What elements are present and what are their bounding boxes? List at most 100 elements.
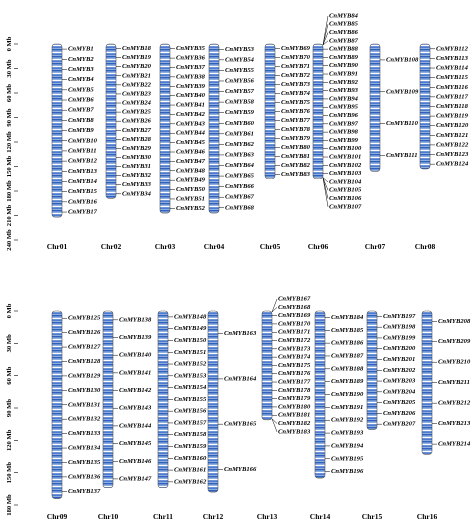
gene-label: CnMYB163 [224, 330, 257, 337]
gene-label: CnMYB143 [119, 405, 152, 412]
gene-label: CnMYB19 [122, 54, 152, 61]
gene-label: CnMYB138 [119, 316, 152, 323]
gene-label: CnMYB102 [329, 162, 362, 169]
gene-label: CnMYB150 [174, 337, 207, 344]
gene-label: CnMYB168 [278, 304, 311, 311]
gene-label: CnMYB121 [436, 132, 468, 139]
gene-label: CnMYB169 [278, 312, 311, 319]
gene-label: CnMYB67 [225, 194, 255, 201]
gene-label: CnMYB52 [176, 205, 206, 212]
gene-label: CnMYB23 [122, 90, 152, 97]
gene-label: CnMYB152 [174, 361, 207, 368]
gene-label: CnMYB66 [225, 183, 255, 190]
gene-label: CnMYB187 [331, 352, 364, 359]
chromosome [51, 310, 63, 499]
gene-label: CnMYB104 [329, 178, 362, 185]
chromosome [207, 310, 219, 493]
gene-label: CnMYB175 [278, 362, 311, 369]
gene-label: CnMYB157 [174, 419, 207, 426]
gene-label: CnMYB39 [176, 83, 206, 90]
gene-label: CnMYB202 [383, 367, 416, 374]
gene-label: CnMYB198 [383, 324, 416, 331]
chromosome-name: Chr13 [257, 512, 278, 521]
gene-label: CnMYB89 [329, 54, 359, 61]
gene-label: CnMYB141 [119, 369, 151, 376]
gene-label: CnMYB32 [122, 172, 152, 179]
gene-label: CnMYB125 [68, 315, 101, 322]
gene-label: CnMYB34 [122, 190, 152, 197]
gene-label: CnMYB180 [278, 403, 311, 410]
gene-label: CnMYB133 [68, 430, 101, 437]
gene-label: CnMYB37 [176, 64, 206, 71]
chromosome-name: Chr09 [47, 512, 68, 521]
gene-label: CnMYB81 [281, 153, 310, 160]
gene-label: CnMYB14 [68, 178, 98, 185]
gene-label: CnMYB75 [281, 99, 311, 106]
gene-label: CnMYB148 [174, 313, 207, 320]
gene-label: CnMYB134 [68, 445, 101, 452]
gene-label: CnMYB114 [436, 65, 469, 72]
gene-label: CnMYB184 [331, 314, 364, 321]
axis-tick-label: 120 Mb [6, 429, 13, 451]
gene-label: CnMYB12 [68, 158, 98, 165]
gene-label: CnMYB105 [329, 187, 362, 194]
gene-label: CnMYB118 [436, 103, 469, 110]
gene-label: CnMYB25 [122, 109, 152, 116]
axis-tick-label: 90 Mb [6, 399, 13, 417]
chromosome-name: Chr07 [365, 242, 386, 251]
axis-tick-label: 240 Mb [6, 229, 13, 251]
gene-label: CnMYB149 [174, 325, 207, 332]
gene-label: CnMYB111 [386, 152, 418, 159]
gene-label: CnMYB201 [383, 356, 415, 363]
gene-label: CnMYB62 [225, 141, 255, 148]
gene-label: CnMYB131 [68, 401, 100, 408]
axis-tick-label: 180 Mb [6, 494, 13, 516]
gene-label: CnMYB47 [176, 158, 206, 165]
gene-label: CnMYB55 [225, 67, 255, 74]
gene-label: CnMYB90 [329, 62, 359, 69]
gene-label: CnMYB4 [68, 76, 94, 83]
gene-label: CnMYB154 [174, 384, 207, 391]
gene-label: CnMYB6 [68, 97, 94, 104]
gene-label: CnMYB206 [383, 410, 416, 417]
gene-label: CnMYB171 [278, 329, 310, 336]
gene-label: CnMYB33 [122, 181, 152, 188]
gene-label: CnMYB42 [176, 111, 206, 118]
gene-label: CnMYB20 [122, 63, 152, 70]
gene-label: CnMYB46 [176, 149, 206, 156]
gene-label: CnMYB188 [331, 365, 364, 372]
gene-label: CnMYB15 [68, 188, 98, 195]
gene-label: CnMYB44 [176, 130, 206, 137]
gene-label: CnMYB155 [174, 396, 207, 403]
gene-label: CnMYB192 [331, 417, 364, 424]
gene-label: CnMYB144 [119, 422, 152, 429]
gene-label: CnMYB7 [68, 107, 94, 114]
axis-tick-label: 150 Mb [6, 462, 13, 484]
chromosome [314, 310, 326, 479]
gene-label: CnMYB209 [438, 338, 471, 345]
gene-connector [271, 418, 278, 424]
gene-label: CnMYB63 [225, 151, 255, 158]
gene-label: CnMYB212 [438, 400, 471, 407]
gene-label: CnMYB204 [383, 388, 416, 395]
gene-label: CnMYB196 [331, 468, 364, 475]
gene-label: CnMYB59 [225, 109, 255, 116]
gene-label: CnMYB103 [329, 170, 362, 177]
gene-label: CnMYB200 [383, 345, 416, 352]
gene-label: CnMYB38 [176, 73, 206, 80]
gene-label: CnMYB28 [122, 136, 152, 143]
gene-label: CnMYB71 [281, 63, 310, 70]
chromosome [105, 43, 117, 199]
gene-label: CnMYB86 [329, 29, 359, 36]
gene-label: CnMYB137 [68, 488, 101, 495]
chromosome-name: Chr02 [101, 242, 122, 251]
gene-label: CnMYB57 [225, 88, 255, 95]
chromosome-name: Chr12 [203, 512, 224, 521]
gene-label: CnMYB29 [122, 145, 152, 152]
chromosome-name: Chr15 [362, 512, 383, 521]
gene-label: CnMYB72 [281, 72, 311, 79]
gene-label: CnMYB68 [225, 204, 255, 211]
gene-label: CnMYB139 [119, 334, 152, 341]
gene-label: CnMYB93 [329, 87, 359, 94]
